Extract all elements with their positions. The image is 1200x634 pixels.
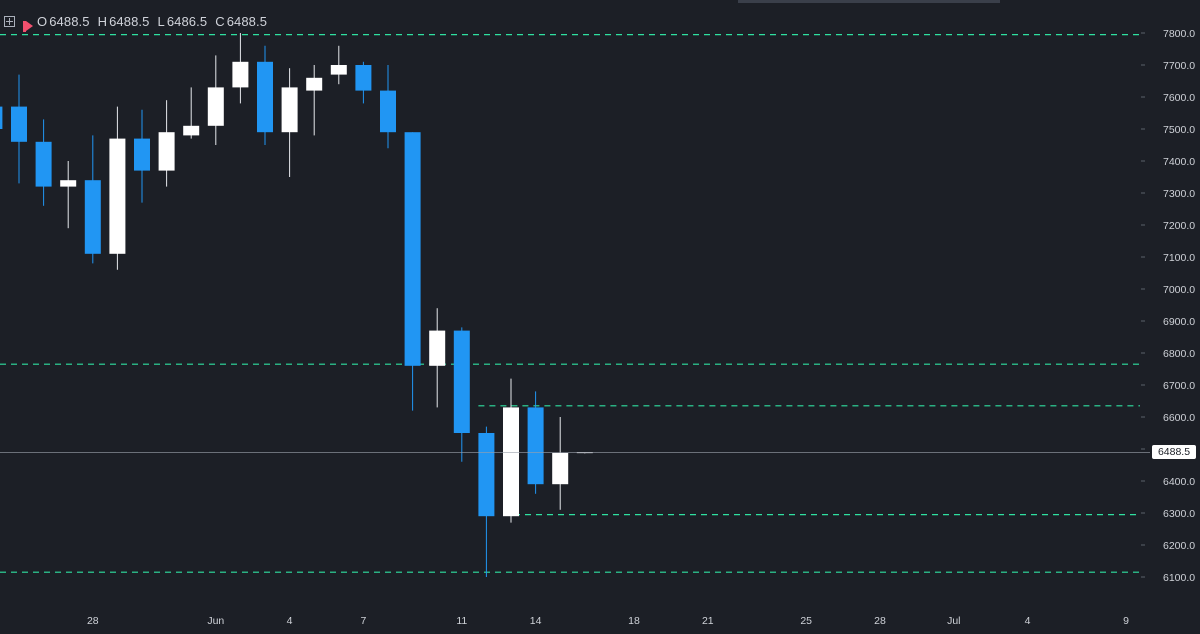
close-label: C	[215, 13, 225, 29]
open-value: 6488.5	[49, 13, 90, 29]
y-tick-label: 7400.0	[1163, 156, 1195, 168]
y-tick-label: 6600.0	[1163, 412, 1195, 424]
time-axis: 428Jun47111418212528Jul49	[87, 615, 1129, 627]
y-tick-label: 6300.0	[1163, 508, 1195, 520]
top-scrollbar[interactable]	[738, 0, 1000, 3]
x-tick-label: Jun	[207, 615, 224, 627]
candle-body[interactable]	[429, 330, 446, 366]
y-tick-label: 6200.0	[1163, 540, 1195, 552]
y-tick-label: 6700.0	[1163, 380, 1195, 392]
level-lines	[0, 33, 1140, 573]
y-tick-label: 7600.0	[1163, 92, 1195, 104]
candles	[0, 33, 593, 577]
y-tick-label: 7500.0	[1163, 124, 1195, 136]
candle-body[interactable]	[183, 125, 200, 136]
low-label: L	[157, 13, 165, 29]
candle-body[interactable]	[232, 61, 249, 88]
close-value: 6488.5	[226, 13, 268, 29]
y-tick-label: 7200.0	[1163, 220, 1195, 232]
y-tick-label: 6400.0	[1163, 476, 1195, 488]
candle-body[interactable]	[453, 330, 470, 433]
candle-body[interactable]	[503, 407, 519, 517]
x-tick-label: 11	[456, 615, 467, 627]
open-label: O	[37, 13, 48, 29]
low-value: 6486.5	[166, 13, 208, 29]
candle-body[interactable]	[552, 452, 569, 485]
x-tick-label: 4	[287, 615, 293, 627]
price-axis: 7800.0 7700.0 7600.0 7500.0 7400.0 7300.0 7200…	[1141, 28, 1195, 584]
y-tick-label: 6800.0	[1163, 348, 1195, 360]
y-tick-label: 7000.0	[1163, 284, 1195, 296]
current-price-tag: 6488.5	[1152, 445, 1196, 459]
candle-body[interactable]	[380, 90, 396, 133]
high-label: H	[97, 13, 108, 29]
candle-body[interactable]	[306, 77, 323, 91]
x-tick-label: 9	[1123, 615, 1129, 627]
x-tick-label: 14	[530, 615, 542, 627]
candle-body[interactable]	[404, 132, 421, 366]
x-tick-label: 28	[874, 615, 886, 627]
candle-body[interactable]	[11, 106, 27, 142]
candle-body[interactable]	[527, 407, 544, 485]
x-tick-label: 7	[360, 615, 366, 627]
y-tick-label: 7300.0	[1163, 188, 1195, 200]
y-tick-label: 7800.0	[1163, 28, 1195, 40]
y-tick-label: 7100.0	[1163, 252, 1195, 264]
candle-body[interactable]	[330, 65, 347, 75]
x-tick-label: 21	[702, 615, 714, 627]
candle-body[interactable]	[257, 61, 273, 133]
candle-body[interactable]	[478, 433, 495, 517]
x-tick-label: 25	[800, 615, 812, 627]
x-tick-label: 28	[87, 615, 99, 627]
candle-body[interactable]	[281, 87, 298, 133]
high-value: 6488.5	[109, 13, 150, 29]
x-tick-label: Jul	[947, 615, 960, 627]
ohlc-legend: O 6488.5 H 6488.5 L 6486.5 C 6488.5	[4, 12, 268, 32]
candle-body[interactable]	[207, 87, 224, 126]
candle-body[interactable]	[158, 132, 175, 171]
candle-body[interactable]	[84, 180, 101, 254]
crosshair-icon[interactable]	[4, 15, 15, 27]
y-tick-label: 7700.0	[1163, 60, 1195, 72]
candle-body[interactable]	[35, 141, 52, 187]
y-tick-label: 6900.0	[1163, 316, 1195, 328]
candle-body[interactable]	[109, 138, 126, 254]
y-tick-label: 6100.0	[1163, 572, 1195, 584]
candle-body[interactable]	[134, 138, 150, 171]
candle-body[interactable]	[60, 180, 77, 187]
x-tick-label: 18	[628, 615, 640, 627]
x-tick-label: 4	[1025, 615, 1031, 627]
candle-body[interactable]	[355, 65, 372, 91]
candle-body[interactable]	[0, 106, 3, 129]
